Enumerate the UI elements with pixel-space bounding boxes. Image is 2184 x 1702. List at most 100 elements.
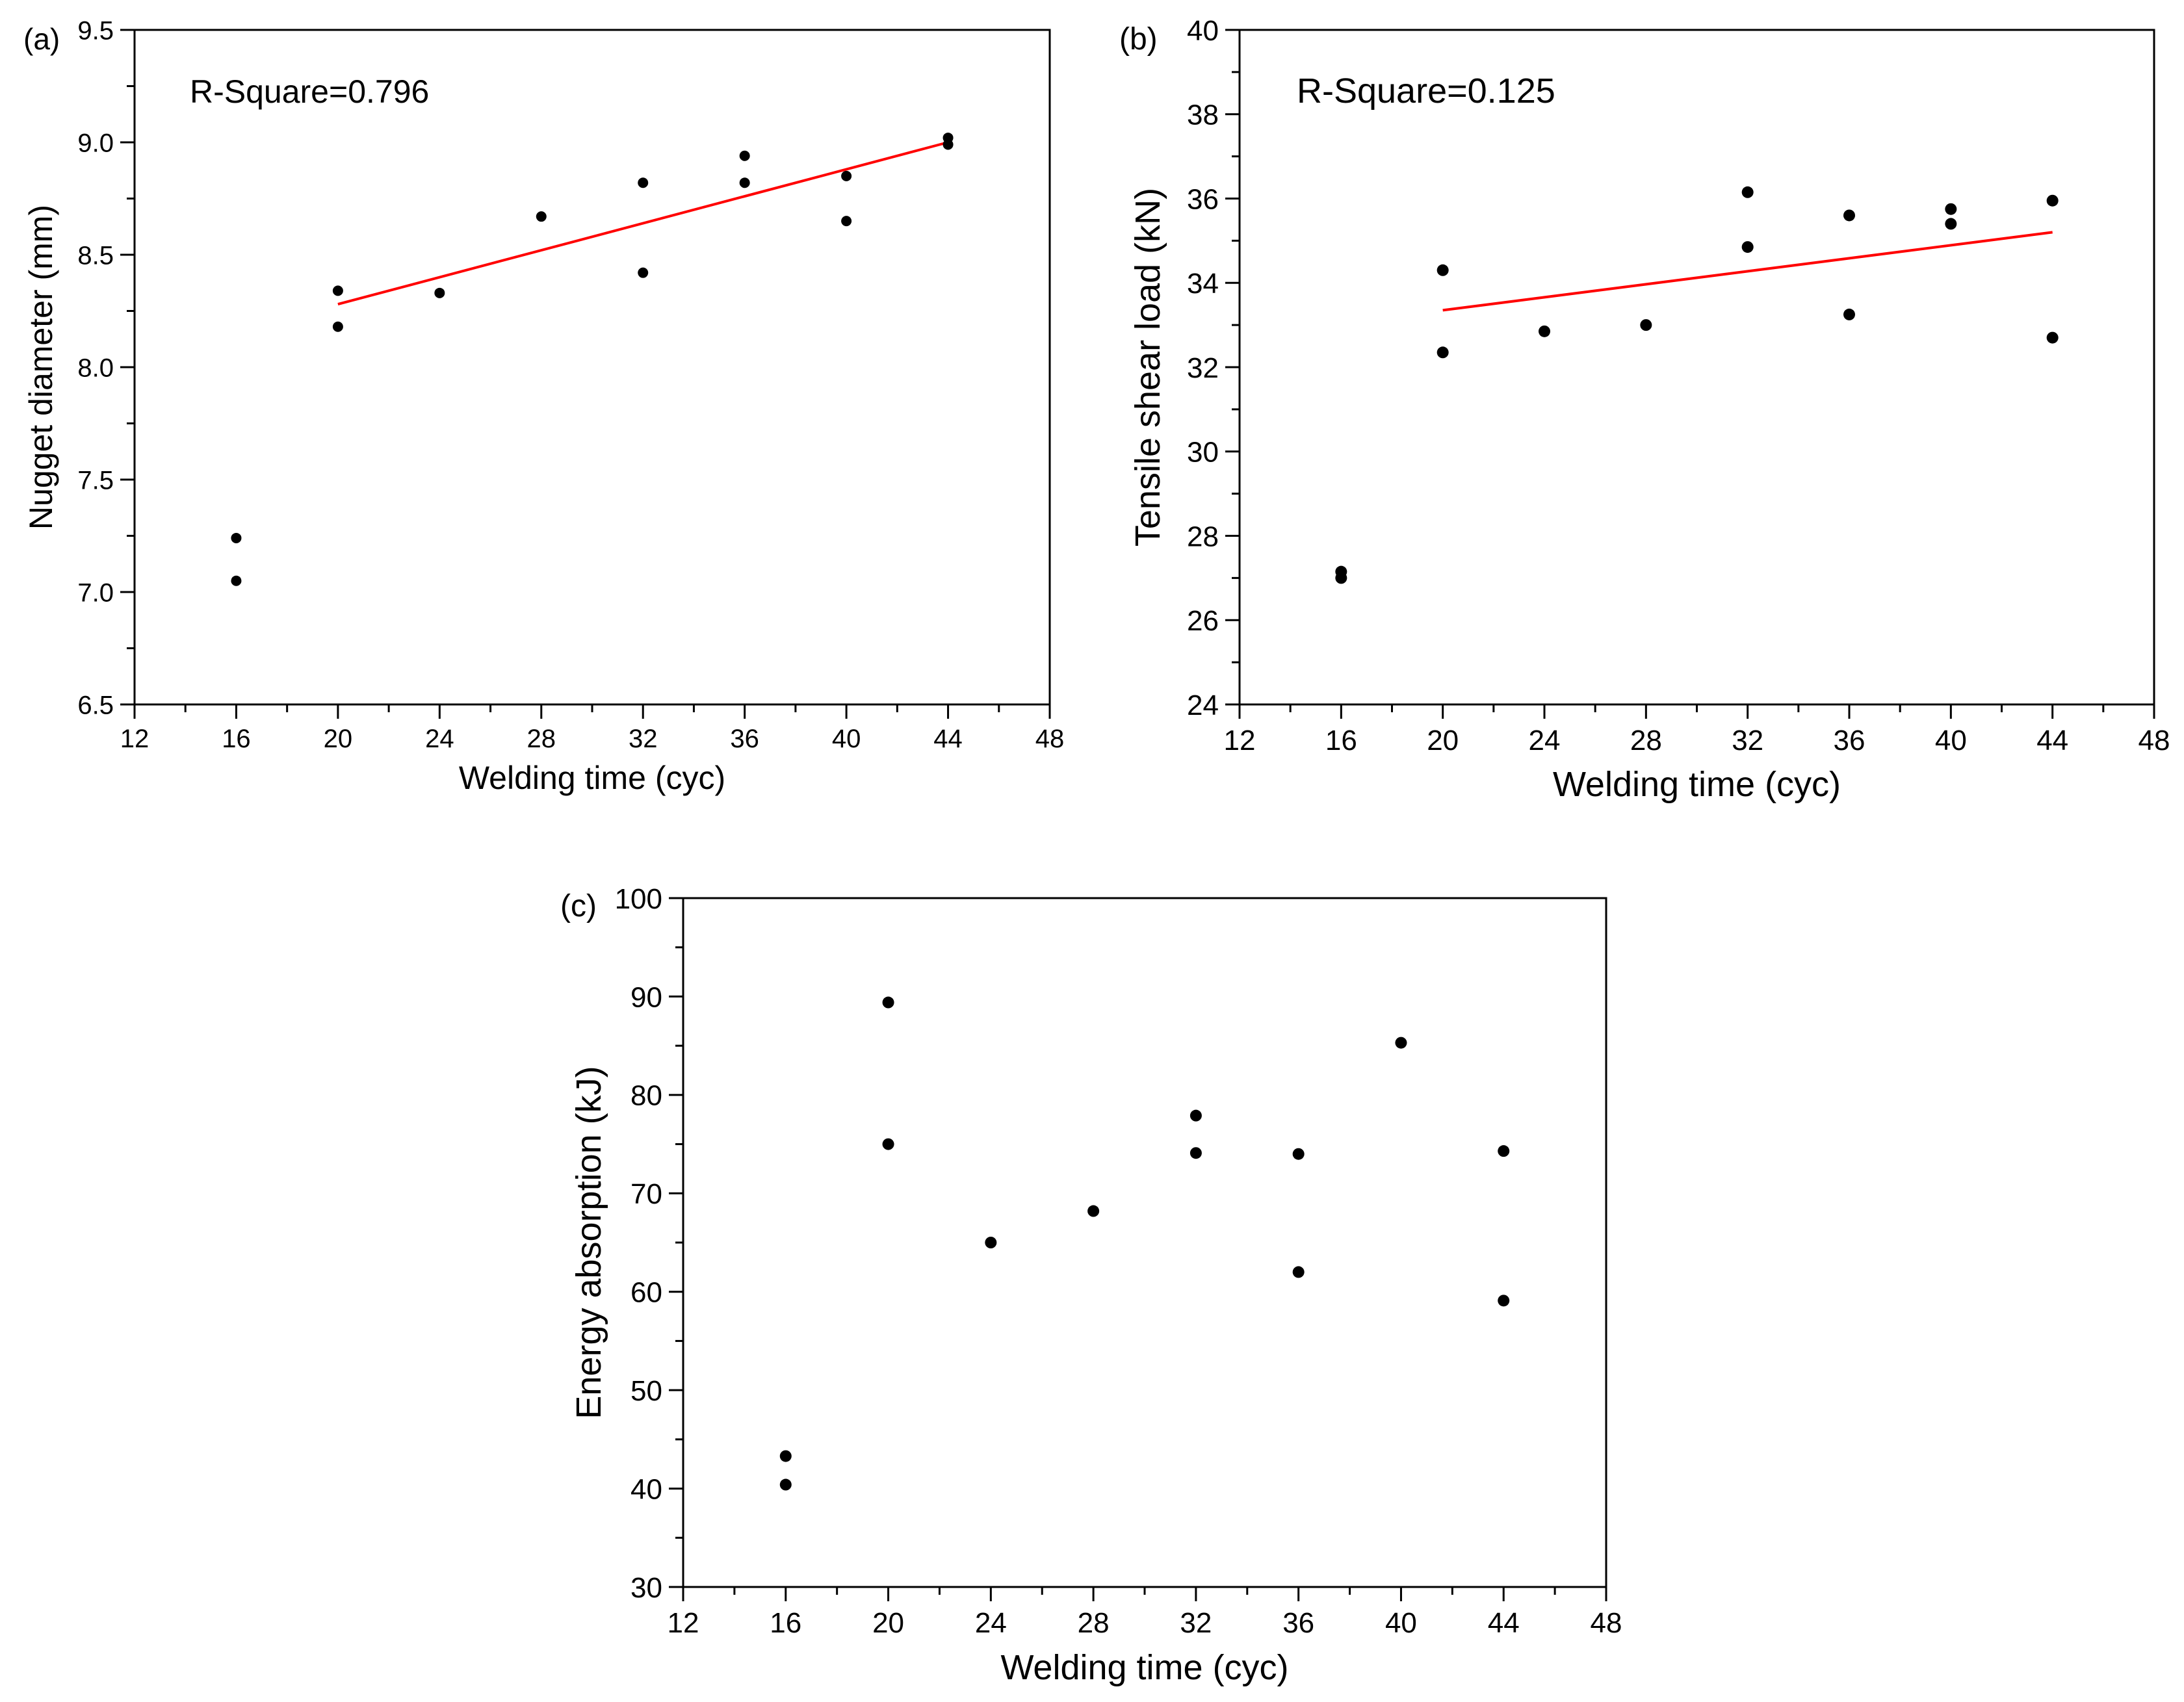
x-tick-label: 24 xyxy=(1529,725,1561,756)
y-axis-title: Tensile shear load (kN) xyxy=(1128,188,1167,547)
data-point xyxy=(536,211,547,222)
y-tick-label: 8.5 xyxy=(77,241,114,270)
data-point xyxy=(882,996,894,1009)
y-tick-label: 6.5 xyxy=(77,691,114,719)
y-tick-label: 28 xyxy=(1187,521,1219,552)
y-tick-label: 70 xyxy=(630,1178,662,1210)
y-tick-label: 34 xyxy=(1187,268,1219,300)
panel-label: (c) xyxy=(560,889,597,923)
data-point xyxy=(1539,325,1550,337)
x-tick-label: 36 xyxy=(730,725,759,753)
y-tick-label: 38 xyxy=(1187,99,1219,131)
data-point xyxy=(1498,1295,1510,1307)
x-tick-label: 12 xyxy=(668,1607,699,1639)
x-tick-label: 32 xyxy=(629,725,658,753)
plot-frame xyxy=(133,29,1051,706)
y-tick-label: 26 xyxy=(1187,605,1219,637)
x-tick-label: 48 xyxy=(1035,725,1065,753)
x-tick-label: 44 xyxy=(2036,725,2068,756)
x-tick-label: 12 xyxy=(120,725,150,753)
x-tick-label: 20 xyxy=(1427,725,1459,756)
y-tick-label: 80 xyxy=(630,1080,662,1112)
linear-fit-line xyxy=(1442,231,2053,312)
data-point xyxy=(1741,241,1754,253)
data-point xyxy=(1498,1145,1510,1157)
y-tick-label: 60 xyxy=(630,1277,662,1309)
data-point xyxy=(1436,264,1449,276)
x-tick-label: 32 xyxy=(1732,725,1763,756)
x-tick-label: 16 xyxy=(770,1607,801,1639)
panel-label: (b) xyxy=(1119,22,1158,57)
data-point xyxy=(1843,209,1855,222)
data-point xyxy=(332,321,343,332)
x-tick-label: 48 xyxy=(2138,725,2170,756)
y-tick-label: 36 xyxy=(1187,183,1219,215)
data-point xyxy=(2046,194,2059,207)
data-point xyxy=(779,1478,792,1491)
y-tick-label: 24 xyxy=(1187,690,1219,721)
y-tick-label: 30 xyxy=(630,1572,662,1604)
data-point xyxy=(841,216,852,227)
y-tick-label: 100 xyxy=(615,883,662,915)
x-tick-label: 12 xyxy=(1224,725,1256,756)
x-tick-label: 44 xyxy=(933,725,963,753)
data-point xyxy=(638,177,649,188)
y-tick-label: 8.0 xyxy=(77,354,114,382)
data-point xyxy=(942,139,954,150)
y-tick-label: 7.5 xyxy=(77,466,114,495)
data-point xyxy=(985,1237,997,1248)
y-tick-label: 50 xyxy=(630,1375,662,1407)
r-square-annotation: R-Square=0.796 xyxy=(190,73,429,110)
data-point xyxy=(1843,308,1855,320)
x-axis-title: Welding time (cyc) xyxy=(1553,765,1841,804)
x-tick-label: 40 xyxy=(1385,1607,1417,1639)
x-tick-label: 28 xyxy=(1078,1607,1110,1639)
y-axis-title: Energy absorption (kJ) xyxy=(569,1066,608,1419)
linear-fit-line xyxy=(337,141,949,306)
data-point xyxy=(1292,1266,1305,1278)
data-point xyxy=(1292,1148,1305,1160)
x-tick-label: 40 xyxy=(832,725,861,753)
x-tick-label: 44 xyxy=(1488,1607,1520,1639)
panel-label: (a) xyxy=(23,22,60,56)
x-axis-title: Welding time (cyc) xyxy=(459,760,725,796)
data-point xyxy=(1945,203,1957,215)
data-point xyxy=(739,177,750,188)
data-point xyxy=(1087,1205,1100,1217)
data-point xyxy=(1436,346,1449,359)
x-tick-label: 20 xyxy=(872,1607,904,1639)
data-point xyxy=(231,575,242,586)
data-point xyxy=(1190,1147,1202,1159)
data-point xyxy=(1945,218,1957,230)
x-tick-label: 32 xyxy=(1180,1607,1212,1639)
y-axis-title: Nugget diameter (mm) xyxy=(23,205,59,530)
data-point xyxy=(1395,1037,1407,1049)
y-tick-label: 9.0 xyxy=(77,129,114,157)
x-tick-label: 16 xyxy=(1325,725,1357,756)
data-point xyxy=(332,285,343,296)
data-point xyxy=(1190,1109,1202,1122)
data-point xyxy=(231,532,242,543)
r-square-annotation: R-Square=0.125 xyxy=(1297,71,1555,110)
y-tick-label: 32 xyxy=(1187,352,1219,384)
data-point xyxy=(841,170,852,181)
data-point xyxy=(882,1138,894,1150)
y-tick-label: 40 xyxy=(1187,15,1219,47)
y-tick-label: 9.5 xyxy=(77,16,114,45)
x-tick-label: 36 xyxy=(1834,725,1866,756)
plot-frame xyxy=(682,897,1607,1588)
data-point xyxy=(739,150,750,161)
plot-frame xyxy=(1238,29,2155,706)
x-tick-label: 28 xyxy=(527,725,556,753)
x-tick-label: 24 xyxy=(425,725,454,753)
panel-b-tensile-shear-load: 12 16 20 24 28 32 36 40 44 48 24 26 28 30 32 34 36 38 40 We… xyxy=(1119,15,2170,804)
x-tick-label: 20 xyxy=(324,725,353,753)
y-tick-label: 30 xyxy=(1187,437,1219,469)
panel-a-nugget-diameter: 12 16 20 24 28 32 36 40 44 48 6.5 7.0 7.5 8.0 8.5 9.0 9.… xyxy=(23,16,1064,796)
panel-c-energy-absorption: 12 16 20 24 28 32 36 40 44 48 30 40 50 60 70 80 90 100 Wel… xyxy=(560,883,1622,1687)
data-point xyxy=(1335,572,1347,584)
data-point xyxy=(638,267,649,278)
y-tick-label: 40 xyxy=(630,1473,662,1505)
x-tick-label: 48 xyxy=(1591,1607,1622,1639)
